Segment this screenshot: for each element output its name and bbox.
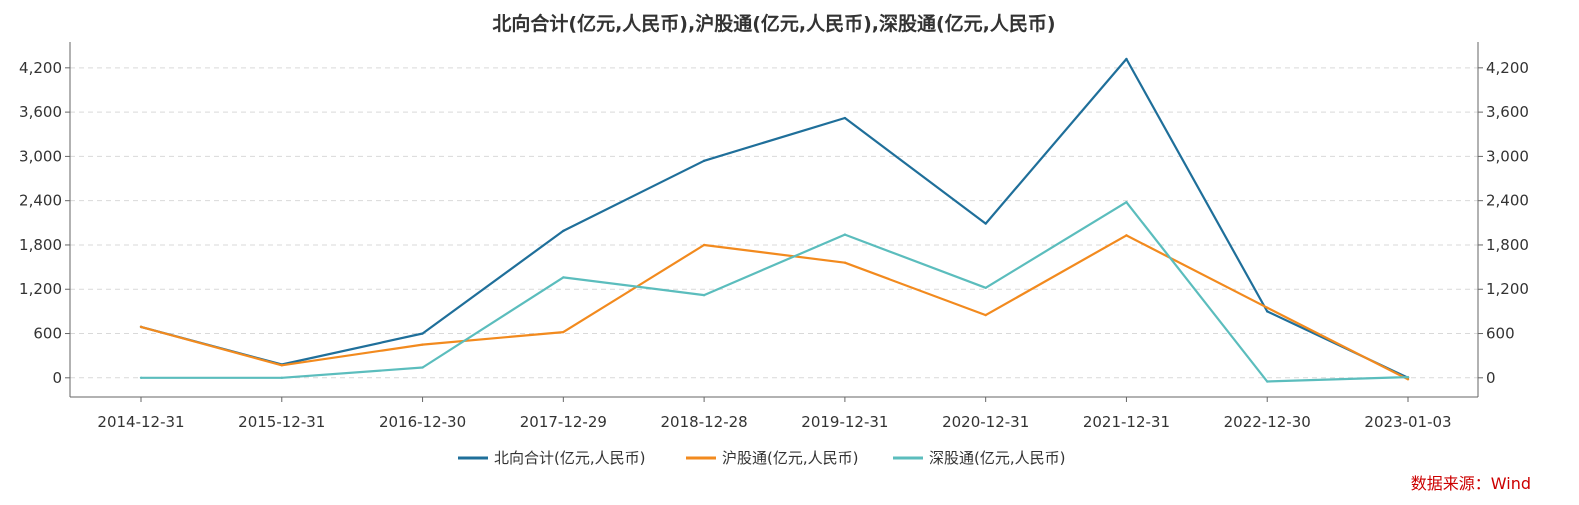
legend-label: 沪股通(亿元,人民币) xyxy=(722,449,858,467)
grid-lines xyxy=(70,67,1478,379)
y-tick-label-left: 3,000 xyxy=(19,147,62,165)
y-tick-label-right: 2,400 xyxy=(1486,192,1529,210)
x-tick-label: 2020-12-31 xyxy=(942,413,1029,431)
y-tick-label-right: 4,200 xyxy=(1486,59,1529,77)
x-tick-label: 2022-12-30 xyxy=(1224,413,1311,431)
data-point xyxy=(1406,378,1410,381)
y-tick-label-left: 600 xyxy=(33,325,62,343)
data-point xyxy=(562,330,565,334)
axes: 0 0 600 600 1,200 1,200 1,800 1,800 2,400 2,400 3,… xyxy=(19,42,1529,431)
y-tick-label-right: 1,800 xyxy=(1486,236,1529,254)
data-point xyxy=(1266,310,1269,313)
data-point xyxy=(1406,375,1410,379)
series-line-2 xyxy=(140,234,1409,381)
data-point xyxy=(843,116,847,120)
series-line-1 xyxy=(140,57,1409,379)
series-group xyxy=(139,57,1410,383)
x-tick-label: 2018-12-28 xyxy=(661,413,748,431)
y-tick-label-left: 1,800 xyxy=(19,236,62,254)
data-point xyxy=(421,366,424,369)
series-line-3 xyxy=(141,201,1409,383)
data-point xyxy=(1125,234,1128,237)
data-point xyxy=(702,243,706,247)
y-tick-label-left: 4,200 xyxy=(19,59,62,77)
y-tick-label-left: 3,600 xyxy=(19,103,62,121)
legend: 北向合计(亿元,人民币) 沪股通(亿元,人民币) 深股通(亿元,人民币) xyxy=(458,449,1065,467)
legend-label: 北向合计(亿元,人民币) xyxy=(494,449,645,467)
data-point xyxy=(562,276,565,279)
data-point xyxy=(280,376,283,380)
data-point xyxy=(139,325,143,329)
x-tick-label: 2016-12-30 xyxy=(379,413,466,431)
data-point xyxy=(280,364,283,367)
data-point xyxy=(139,376,143,380)
data-point xyxy=(1266,306,1269,309)
data-point xyxy=(843,261,847,264)
legend-label: 深股通(亿元,人民币) xyxy=(929,449,1065,467)
x-tick-label: 2015-12-31 xyxy=(238,413,325,431)
data-point xyxy=(984,286,987,289)
data-source-label: 数据来源：Wind xyxy=(1411,474,1531,493)
data-point xyxy=(843,233,847,236)
chart-title: 北向合计(亿元,人民币),沪股通(亿元,人民币),深股通(亿元,人民币) xyxy=(492,12,1055,35)
x-tick-label: 2019-12-31 xyxy=(801,413,888,431)
y-tick-label-left: 2,400 xyxy=(19,192,62,210)
data-point xyxy=(984,222,987,225)
data-point xyxy=(1266,380,1269,383)
data-point xyxy=(421,343,424,346)
y-tick-label-right: 3,600 xyxy=(1486,103,1529,121)
x-tick-label: 2017-12-29 xyxy=(520,413,607,431)
data-point xyxy=(1125,57,1128,61)
y-tick-label-right: 1,200 xyxy=(1486,280,1529,298)
y-tick-label-right: 3,000 xyxy=(1486,147,1529,165)
data-point xyxy=(562,229,565,233)
data-point xyxy=(984,313,987,317)
data-point xyxy=(421,332,424,335)
y-tick-label-left: 1,200 xyxy=(19,280,62,298)
y-tick-label-right: 600 xyxy=(1486,325,1515,343)
y-tick-label-right: 0 xyxy=(1486,369,1496,387)
x-tick-label: 2021-12-31 xyxy=(1083,413,1170,431)
data-point xyxy=(702,293,706,297)
x-tick-label: 2014-12-31 xyxy=(97,413,184,431)
y-tick-label-left: 0 xyxy=(52,369,62,387)
data-point xyxy=(1125,200,1128,204)
x-tick-label: 2023-01-03 xyxy=(1364,413,1451,431)
data-point xyxy=(702,159,706,163)
